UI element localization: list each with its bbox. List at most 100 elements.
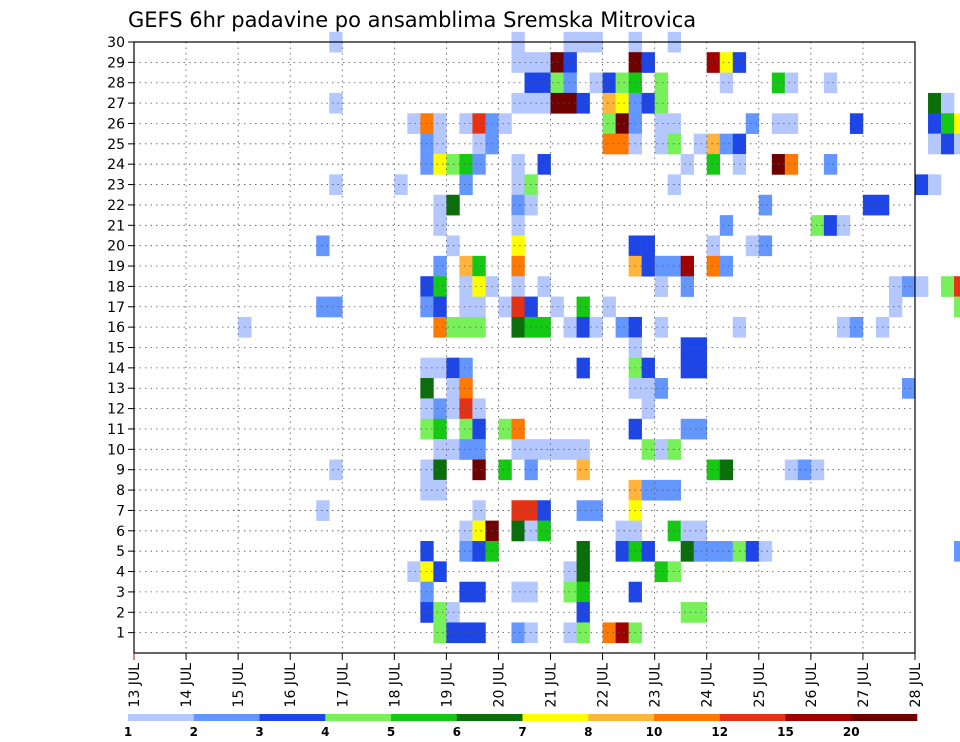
colorbar-level-label: 6 xyxy=(453,725,461,739)
precip-cell xyxy=(654,561,668,583)
y-tick-label: 19 xyxy=(107,259,125,275)
precip-cell xyxy=(654,113,668,134)
precip-cell xyxy=(433,398,447,420)
precip-cell xyxy=(797,459,812,481)
precip-cell xyxy=(862,194,877,216)
precip-cell xyxy=(810,215,825,236)
precip-cell xyxy=(680,337,695,358)
precip-cell xyxy=(823,154,838,175)
precip-cell xyxy=(928,92,942,114)
precip-cell xyxy=(654,378,668,399)
precip-cell xyxy=(459,520,473,542)
y-tick-label: 16 xyxy=(107,320,125,336)
precip-cell xyxy=(941,92,955,114)
precip-cell xyxy=(459,540,473,562)
y-tick-label: 12 xyxy=(107,402,125,418)
precip-cell xyxy=(459,398,473,420)
precip-cell xyxy=(654,316,668,338)
precip-cell xyxy=(928,174,942,196)
precip-cell xyxy=(498,113,512,134)
precip-cell xyxy=(615,72,629,94)
precip-cell xyxy=(537,276,551,297)
precip-cell xyxy=(433,479,447,501)
precip-cell xyxy=(420,276,434,297)
precip-cell xyxy=(433,357,447,379)
precip-cell xyxy=(719,133,734,155)
precip-cell xyxy=(420,378,434,399)
colorbar-swatch xyxy=(325,714,392,721)
x-tick-label: 27 JUL xyxy=(856,663,872,708)
precip-cell xyxy=(511,255,525,277)
grid-lines xyxy=(134,42,915,653)
precip-cell xyxy=(537,92,551,114)
precip-cell xyxy=(784,154,799,175)
precip-cell xyxy=(472,113,486,134)
precip-cell xyxy=(563,72,577,94)
precip-cell xyxy=(576,92,590,114)
precip-cell xyxy=(459,439,473,460)
x-tick-label: 21 JUL xyxy=(544,663,560,708)
precip-cell xyxy=(641,378,655,399)
precip-cell xyxy=(537,72,551,94)
precip-cell xyxy=(693,602,708,623)
precip-cell xyxy=(901,276,916,297)
precip-cell xyxy=(576,561,590,583)
precip-cell xyxy=(941,276,955,297)
precip-cell xyxy=(654,72,668,94)
precip-cell xyxy=(472,154,486,175)
precip-cell xyxy=(602,622,616,644)
y-tick-label: 20 xyxy=(107,239,125,255)
precip-cell xyxy=(459,113,473,134)
colorbar-swatch xyxy=(456,714,523,721)
precip-cell xyxy=(459,154,473,175)
precip-cell xyxy=(472,439,486,460)
colorbar-swatch xyxy=(522,714,589,721)
precip-cell xyxy=(433,561,447,583)
precip-cell xyxy=(641,479,655,501)
y-tick-label: 6 xyxy=(116,524,125,540)
precip-cell xyxy=(420,154,434,175)
y-tick-label: 21 xyxy=(107,218,125,234)
precip-cell xyxy=(550,296,564,318)
precip-cell xyxy=(680,276,695,297)
precip-cell xyxy=(693,357,708,379)
y-tick-label: 10 xyxy=(107,442,125,458)
precip-cell xyxy=(849,316,864,338)
precip-cell xyxy=(498,296,512,318)
precip-cell xyxy=(576,357,590,379)
x-tick-label: 26 JUL xyxy=(804,663,820,708)
x-tick-label: 23 JUL xyxy=(648,663,664,708)
precip-cell xyxy=(472,418,486,440)
precip-cell xyxy=(459,276,473,297)
colorbar-swatch xyxy=(128,714,195,721)
precip-cell xyxy=(784,113,799,134)
precip-cell xyxy=(459,357,473,379)
precip-cell xyxy=(433,154,447,175)
precip-cell xyxy=(537,520,551,542)
precip-cell xyxy=(576,602,590,623)
precip-cell xyxy=(719,255,734,277)
precip-cell xyxy=(511,215,525,236)
y-tick-label: 2 xyxy=(116,605,125,621)
y-tick-label: 23 xyxy=(107,178,125,194)
precip-cell xyxy=(680,357,695,379)
precip-cell xyxy=(472,398,486,420)
precip-cell xyxy=(511,316,525,338)
precip-cell xyxy=(758,540,773,562)
precip-cell xyxy=(641,52,655,73)
precip-cell xyxy=(550,52,564,73)
precip-cell xyxy=(433,602,447,623)
precip-cell xyxy=(915,174,929,196)
precip-cell xyxy=(706,154,721,175)
precip-cell xyxy=(511,276,525,297)
precip-cell xyxy=(602,72,616,94)
precip-cell xyxy=(563,622,577,644)
precip-cell xyxy=(472,133,486,155)
precip-cell xyxy=(459,581,473,603)
precip-cell xyxy=(941,133,955,155)
precip-cell xyxy=(511,52,525,73)
y-tick-label: 30 xyxy=(107,35,125,51)
precip-cell xyxy=(407,113,421,134)
precip-cell xyxy=(576,459,590,481)
y-tick-label: 8 xyxy=(116,483,125,499)
